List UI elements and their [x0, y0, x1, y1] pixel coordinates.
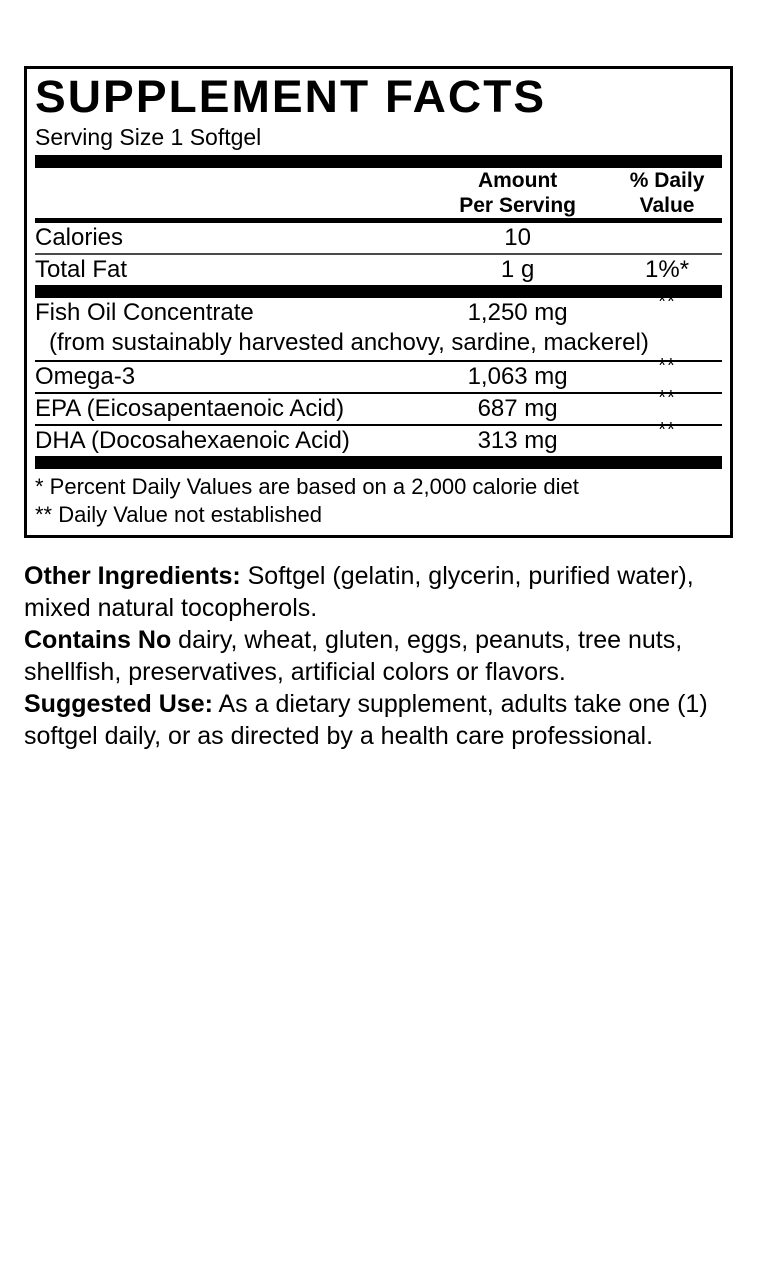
row-calories-amount: 10	[504, 224, 531, 251]
footnotes: * Percent Daily Values are based on a 2,…	[35, 469, 722, 529]
table-row: Omega-3 1,063 mg **	[35, 355, 722, 392]
other-ingredients-text: Softgel (gelatin, glycerin, purified wat…	[24, 562, 694, 622]
fish-oil-source-note: (from sustainably harvested anchovy, sar…	[49, 329, 649, 356]
suggested-use-paragraph: Suggested Use: As a dietary supplement, …	[24, 688, 714, 752]
header-amount-per-serving: Amount Per Serving	[423, 168, 612, 218]
rule-under-calories	[35, 253, 722, 255]
other-ingredients-label: Other Ingredients:	[24, 562, 241, 590]
omega3-table: Omega-3 1,063 mg **	[35, 355, 722, 392]
total-fat-table: Total Fat 1 g 1%*	[35, 255, 722, 285]
table-row: DHA (Docosahexaenoic Acid) 313 mg **	[35, 419, 722, 456]
serving-size-text: Serving Size 1 Softgel	[35, 124, 262, 150]
epa-table: EPA (Eicosapentaenoic Acid) 687 mg **	[35, 387, 722, 424]
table-row: Calories 10	[35, 223, 722, 253]
rule-under-epa	[35, 424, 722, 426]
row-total-fat-amount: 1 g	[500, 256, 535, 283]
header-amount-line2: Per Serving	[459, 194, 576, 217]
fish-oil-table: Fish Oil Concentrate 1,250 mg **	[35, 291, 722, 328]
rule-above-fish-oil	[35, 285, 722, 298]
row-epa-dv: **	[658, 387, 676, 409]
other-ingredients-paragraph: Other Ingredients: Softgel (gelatin, gly…	[24, 560, 714, 624]
row-epa-name: EPA (Eicosapentaenoic Acid)	[35, 395, 345, 422]
panel-title: SUPPLEMENT FACTS	[35, 71, 547, 122]
table-row: EPA (Eicosapentaenoic Acid) 687 mg **	[35, 387, 722, 424]
row-total-fat-name: Total Fat	[35, 256, 128, 283]
row-epa-amount: 687 mg	[477, 395, 558, 422]
nutrition-table: Amount Per Serving % Daily Value	[35, 168, 722, 218]
footnote-dv-not-established: ** Daily Value not established	[35, 502, 322, 527]
row-dha-amount: 313 mg	[477, 427, 558, 454]
rule-above-footnotes	[35, 456, 722, 469]
dha-table: DHA (Docosahexaenoic Acid) 313 mg **	[35, 419, 722, 456]
table-header-row: Amount Per Serving % Daily Value	[35, 168, 722, 218]
supplement-facts-panel: SUPPLEMENT FACTS Serving Size 1 Softgel …	[24, 66, 733, 538]
row-fish-oil-name: Fish Oil Concentrate	[35, 299, 254, 326]
row-omega3-amount: 1,063 mg	[467, 363, 568, 390]
contains-no-label: Contains No	[24, 626, 172, 654]
header-dv-line2: Value	[639, 194, 695, 217]
header-blank	[35, 168, 423, 218]
footnote-percent-daily-value: * Percent Daily Values are based on a 2,…	[35, 474, 579, 499]
contains-no-paragraph: Contains No dairy, wheat, gluten, eggs, …	[24, 624, 714, 688]
row-omega3-name: Omega-3	[35, 363, 136, 390]
header-dv-line1: % Daily	[629, 169, 705, 192]
row-dha-dv: **	[658, 419, 676, 441]
row-total-fat-dv: 1%*	[645, 256, 690, 283]
rule-under-headers	[35, 218, 722, 223]
contains-no-text: dairy, wheat, gluten, eggs, peanuts, tre…	[24, 626, 683, 686]
row-fish-oil-dv: **	[658, 291, 676, 313]
row-dha-name: DHA (Docosahexaenoic Acid)	[35, 427, 350, 454]
rule-under-omega3	[35, 392, 722, 394]
suggested-use-text: As a dietary supplement, adults take one…	[24, 690, 708, 750]
row-calories-dv	[612, 223, 722, 253]
table-row: Total Fat 1 g 1%*	[35, 255, 722, 285]
table-row: Fish Oil Concentrate 1,250 mg **	[35, 291, 722, 328]
label-body-copy: Other Ingredients: Softgel (gelatin, gly…	[24, 560, 714, 752]
header-amount-line1: Amount	[477, 169, 558, 192]
rule-under-source-note	[35, 360, 722, 362]
row-omega3-dv: **	[658, 355, 676, 377]
row-fish-oil-amount: 1,250 mg	[467, 299, 568, 326]
calories-fat-table: Calories 10	[35, 223, 722, 253]
row-calories-name: Calories	[35, 224, 124, 251]
rule-under-serving-size	[35, 155, 722, 168]
suggested-use-label: Suggested Use:	[24, 690, 213, 718]
header-percent-daily-value: % Daily Value	[612, 168, 722, 218]
